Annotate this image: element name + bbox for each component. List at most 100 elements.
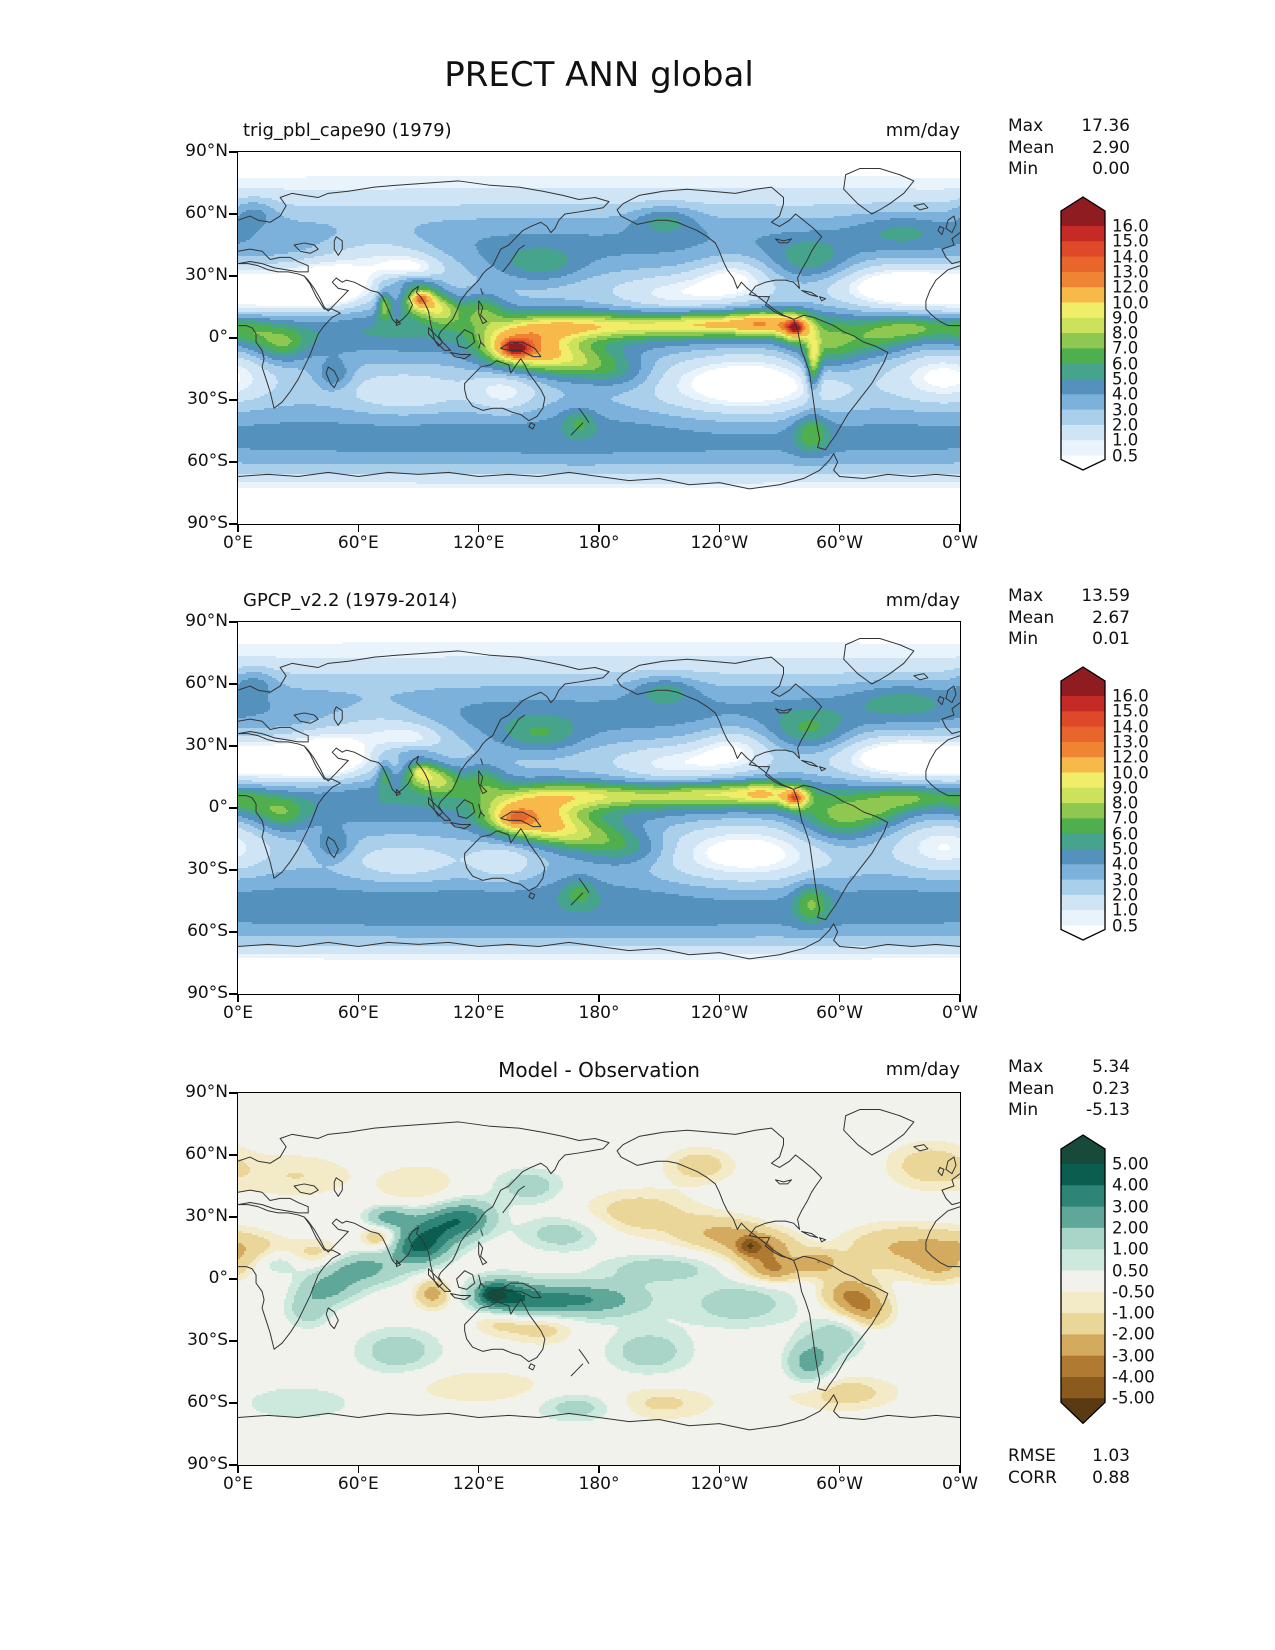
stat-row: CORR 0.88 [1008,1468,1130,1490]
lon-tick [959,1465,961,1473]
colorbar-segment [1061,803,1105,819]
colorbar-label: 8.0 [1112,323,1139,343]
colorbar-segment [1061,818,1105,835]
colorbar-segment [1061,394,1105,411]
stat-label: RMSE [1008,1446,1057,1466]
colorbar-svg [1060,196,1106,471]
colorbar-label: 16.0 [1112,686,1149,706]
colorbar-segment [1061,1185,1105,1208]
colorbar-segment [1061,1355,1105,1378]
panel-title: trig_pbl_cape90 (1979) [243,120,452,141]
stat-value: 17.36 [1081,116,1130,136]
colorbar-segment [1061,925,1105,940]
lat-tick-label: 60°N [185,203,228,223]
lat-tick [229,1340,238,1342]
lon-tick-label: 0°E [222,1474,254,1494]
colorbar-label: 2.0 [1112,415,1139,435]
colorbar-segment [1061,726,1105,743]
lat-tick [229,621,238,623]
colorbar-outline [1060,666,1106,941]
stat-value: 0.00 [1092,159,1130,179]
colorbar-segment [1061,787,1105,804]
colorbar-segment [1061,197,1105,226]
lon-tick-label: 120°E [452,1003,505,1023]
stat-row: Max 5.34 [1008,1057,1130,1079]
lon-tick-label: 0°E [222,1003,254,1023]
colorbar-label: 13.0 [1112,732,1149,752]
panel-title: Model - Observation [498,1058,700,1082]
colorbar-label: 7.0 [1112,808,1139,828]
colorbar-label: 1.00 [1112,1239,1149,1259]
stat-label: Min [1008,1100,1039,1120]
lon-tick-label: 0°E [222,533,254,553]
lon-tick [718,994,721,1002]
lon-tick [959,524,961,532]
lon-tick-label: 60°E [337,1003,379,1023]
figure-title: PRECT ANN global [444,55,754,95]
lon-tick-label: 120°E [452,533,505,553]
colorbar-label: 8.0 [1112,793,1139,813]
colorbar-segment [1061,864,1105,881]
lon-tick [237,524,239,532]
lon-tick [237,994,239,1002]
lat-tick-label: 90°N [185,611,228,631]
map-plot-difference: 90°N 60°N 30°N 0° 30°S 60°S 90°S 0°E 60°E 120°E 18… [185,1082,978,1494]
lon-tick-label: 180° [578,533,620,553]
stat-value: 2.90 [1092,137,1130,158]
lon-tick-label: 0°W [941,1003,979,1023]
colorbar-label: -0.50 [1112,1282,1155,1302]
lat-tick-label: 30°N [185,1206,228,1226]
colorbar-segment [1061,910,1105,926]
colorbar-label: 4.0 [1112,384,1139,404]
lat-tick [229,1402,238,1404]
colorbar-label: -5.00 [1112,1388,1155,1408]
lat-tick [229,745,238,747]
colorbar-segment [1061,440,1105,456]
stat-row: Min 0.01 [1008,629,1130,651]
stat-label: Mean [1008,1078,1055,1099]
colorbar-segment [1061,1377,1105,1399]
stat-value: 2.67 [1092,607,1130,628]
colorbar-label: 2.0 [1112,885,1139,905]
colorbar-segment [1061,711,1105,728]
lon-tick-label: 60°W [816,1003,864,1023]
lat-tick-label: 90°S [187,513,228,533]
colorbar-segment [1061,287,1105,303]
colorbar-model: 16.0 15.0 14.0 13.0 12.0 10.0 9.0 8.0 7.0 6.0 5.0 4… [1060,196,1149,476]
colorbar-label: 10.0 [1112,293,1149,312]
colorbar-label: 14.0 [1112,717,1149,737]
lat-tick [229,1154,238,1156]
lat-tick [229,1092,238,1094]
colorbar-segment [1061,1164,1105,1186]
colorbar-segment [1061,226,1105,242]
lon-tick-label: 120°W [690,1474,749,1494]
lat-tick [229,337,238,339]
lat-tick-label: 30°S [187,859,228,879]
colorbar-observation: 16.0 15.0 14.0 13.0 12.0 10.0 9.0 8.0 7.0 6.0 5.0 4… [1060,666,1149,946]
colorbar-segment [1061,333,1105,349]
lat-tick [229,1464,238,1466]
colorbar-segment [1061,1270,1105,1293]
stat-label: Min [1008,159,1039,179]
lon-tick-label: 120°W [690,533,749,553]
stat-label: Max [1008,116,1044,136]
map-plot-observation: 90°N 60°N 30°N 0° 30°S 60°S 90°S 0°E 60°E 120°E 18… [185,611,978,1023]
colorbar-label: 12.0 [1112,747,1149,767]
stat-label: Min [1008,629,1039,649]
lat-tick-label: 0° [208,797,228,817]
colorbar-label: 3.0 [1112,400,1139,420]
lat-tick [229,399,238,401]
colorbar-svg [1060,1134,1106,1425]
colorbar-label: 10.0 [1112,763,1149,782]
lon-tick [357,524,360,532]
lon-tick [357,994,360,1002]
colorbar-segment [1061,1227,1105,1250]
lat-tick [229,931,238,933]
lon-tick [838,524,841,532]
colorbar-label: -1.00 [1112,1303,1155,1323]
lat-tick-label: 60°N [185,1144,228,1164]
stat-label: CORR [1008,1467,1057,1488]
colorbar-segment [1061,667,1105,696]
panel-units: mm/day [885,590,960,611]
colorbar-segment [1061,317,1105,334]
